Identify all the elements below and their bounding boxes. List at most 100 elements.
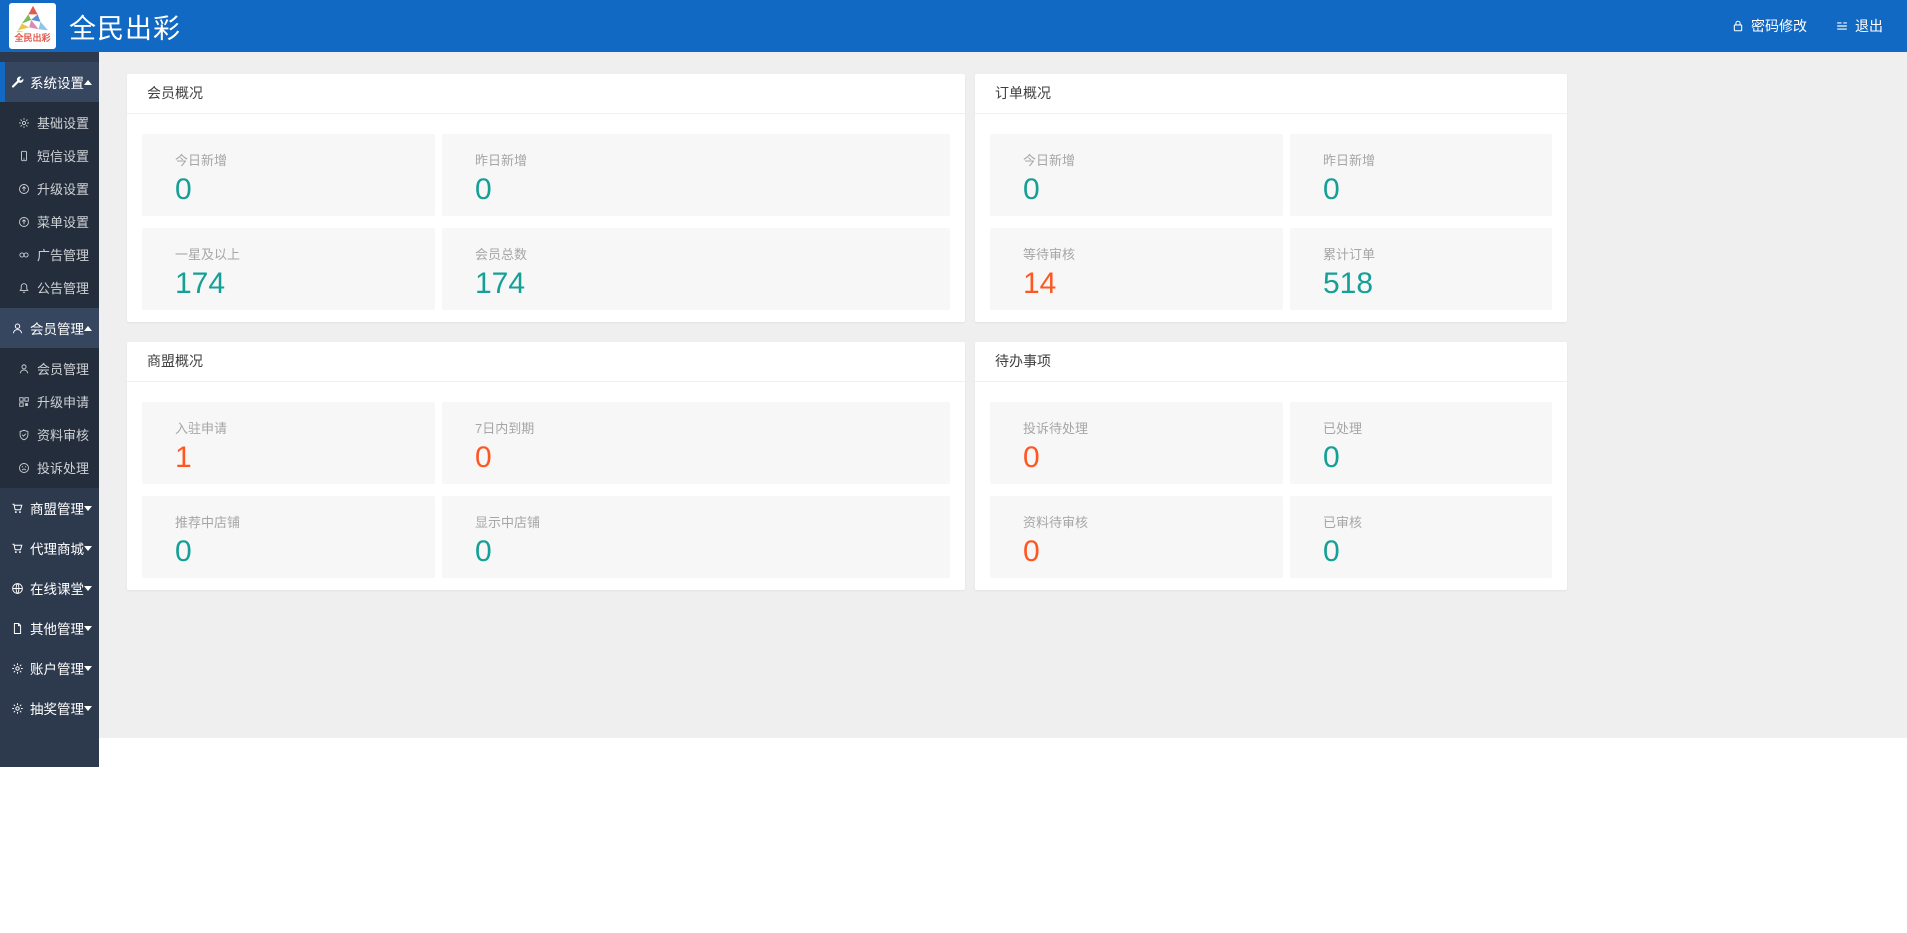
sidebar-item-menu-settings[interactable]: 菜单设置 (0, 205, 99, 238)
stat-label: 投诉待处理 (1023, 421, 1089, 436)
shield-check-icon (18, 429, 30, 441)
password-change-button[interactable]: 密码修改 (1731, 16, 1807, 36)
sidebar-item-label: 短信设置 (37, 149, 90, 164)
stat-orders-pending-review: 等待审核 14 (990, 228, 1283, 310)
stat-label: 入驻申请 (175, 421, 228, 436)
sidebar-group-label: 商盟管理 (30, 502, 84, 517)
sidebar-item-ad-management[interactable]: 广告管理 (0, 238, 99, 271)
card-title: 待办事项 (975, 342, 1567, 382)
stat-total-members: 会员总数 174 (442, 228, 950, 310)
alliance-overview-card: 商盟概况 入驻申请 1 7日内到期 0 推荐中店铺 0 显示中店铺 0 (127, 342, 965, 590)
sad-face-icon (18, 462, 30, 474)
stat-recommended-shops: 推荐中店铺 0 (142, 496, 435, 578)
stat-complaints-pending: 投诉待处理 0 (990, 402, 1283, 484)
caret-down-icon (84, 545, 92, 551)
sidebar-group-other-management[interactable]: 其他管理 (0, 608, 99, 648)
sidebar-submenu: 会员管理升级申请资料审核投诉处理 (0, 348, 99, 488)
sidebar-group-agent-mall[interactable]: 代理商城 (0, 528, 99, 568)
stat-label: 等待审核 (1023, 247, 1076, 262)
sidebar-item-complaint-handling[interactable]: 投诉处理 (0, 451, 99, 484)
stat-value: 0 (175, 535, 192, 568)
order-overview-card: 订单概况 今日新增 0 昨日新增 0 等待审核 14 累计订单 518 (975, 74, 1567, 322)
sidebar-group-system-settings[interactable]: 系统设置 (0, 62, 99, 102)
stat-value: 0 (1323, 173, 1340, 206)
stat-value: 0 (1023, 441, 1040, 474)
stat-label: 推荐中店铺 (175, 515, 241, 530)
globe-icon (11, 582, 24, 595)
sidebar-item-sms-settings[interactable]: 短信设置 (0, 139, 99, 172)
stat-value: 0 (175, 173, 192, 206)
logout-button[interactable]: 退出 (1835, 16, 1883, 36)
main-content: 会员概况 今日新增 0 昨日新增 0 一星及以上 174 会员总数 174 订单概况 今日新增 0 昨日… (99, 52, 1907, 738)
gear-icon (11, 662, 24, 675)
stat-value: 0 (1323, 441, 1340, 474)
stat-complaints-handled: 已处理 0 (1290, 402, 1552, 484)
card-body: 今日新增 0 昨日新增 0 等待审核 14 累计订单 518 (975, 114, 1567, 322)
bell-icon (18, 282, 30, 294)
password-change-label: 密码修改 (1751, 18, 1807, 34)
stat-expiring-in-7-days: 7日内到期 0 (442, 402, 950, 484)
stat-orders-new-yesterday: 昨日新增 0 (1290, 134, 1552, 216)
file-icon (11, 622, 24, 635)
gear-icon (18, 117, 30, 129)
stat-label: 一星及以上 (175, 247, 241, 262)
sidebar-item-label: 公告管理 (37, 281, 90, 296)
cart-icon (11, 502, 24, 515)
logo-text: 全民出彩 (14, 33, 51, 43)
sidebar-item-announcement-management[interactable]: 公告管理 (0, 271, 99, 304)
stat-label: 显示中店铺 (475, 515, 541, 530)
sidebar-item-profile-review[interactable]: 资料审核 (0, 418, 99, 451)
app-logo: 全民出彩 (9, 3, 56, 49)
stat-label: 昨日新增 (1323, 153, 1376, 168)
sidebar-item-basic-settings[interactable]: 基础设置 (0, 106, 99, 139)
sidebar-item-label: 广告管理 (37, 248, 90, 263)
member-overview-card: 会员概况 今日新增 0 昨日新增 0 一星及以上 174 会员总数 174 (127, 74, 965, 322)
sidebar-group-label: 账户管理 (30, 662, 84, 677)
stat-value: 14 (1023, 267, 1057, 300)
sidebar-item-label: 升级设置 (37, 182, 90, 197)
stat-value: 518 (1323, 267, 1374, 300)
lock-icon (1731, 19, 1745, 33)
stat-value: 0 (1023, 535, 1040, 568)
caret-down-icon (84, 705, 92, 711)
sidebar-item-upgrade-settings[interactable]: 升级设置 (0, 172, 99, 205)
caret-up-icon (84, 79, 92, 85)
stat-value: 0 (1023, 173, 1040, 206)
sidebar-item-member-management[interactable]: 会员管理 (0, 352, 99, 385)
stat-label: 会员总数 (475, 247, 528, 262)
sidebar: 系统设置 基础设置 短信设置 升级设置 菜单设置 广告管理 公告管理 会员管理 会员管理 升级申请… (0, 52, 99, 767)
sidebar-item-upgrade-application[interactable]: 升级申请 (0, 385, 99, 418)
stat-value: 0 (1323, 535, 1340, 568)
link-icon (18, 249, 30, 261)
sidebar-item-label: 会员管理 (37, 362, 90, 377)
sidebar-group-lottery-management[interactable]: 抽奖管理 (0, 688, 99, 728)
cards-grid: 会员概况 今日新增 0 昨日新增 0 一星及以上 174 会员总数 174 订单概况 今日新增 0 昨日… (127, 74, 1907, 590)
sidebar-group-label: 会员管理 (30, 322, 84, 337)
logout-icon (1835, 19, 1849, 33)
header-actions: 密码修改 退出 (1731, 16, 1883, 36)
sidebar-group-label: 在线课堂 (30, 582, 84, 597)
stat-profiles-reviewed: 已审核 0 (1290, 496, 1552, 578)
sidebar-nav: 系统设置 基础设置 短信设置 升级设置 菜单设置 广告管理 公告管理 会员管理 会员管理 升级申请… (0, 62, 99, 728)
sidebar-item-label: 资料审核 (37, 428, 90, 443)
sidebar-group-account-management[interactable]: 账户管理 (0, 648, 99, 688)
stat-label: 已审核 (1323, 515, 1363, 530)
stat-label: 今日新增 (175, 153, 228, 168)
stat-label: 资料待审核 (1023, 515, 1089, 530)
sidebar-submenu: 基础设置短信设置升级设置菜单设置广告管理公告管理 (0, 102, 99, 308)
card-title: 商盟概况 (127, 342, 965, 382)
caret-down-icon (84, 585, 92, 591)
card-body: 入驻申请 1 7日内到期 0 推荐中店铺 0 显示中店铺 0 (127, 382, 965, 590)
sidebar-group-alliance-management[interactable]: 商盟管理 (0, 488, 99, 528)
sidebar-group-member-management-group[interactable]: 会员管理 (0, 308, 99, 348)
stat-label: 昨日新增 (475, 153, 528, 168)
stat-total-orders: 累计订单 518 (1290, 228, 1552, 310)
stat-value: 0 (475, 173, 492, 206)
sidebar-group-online-classroom[interactable]: 在线课堂 (0, 568, 99, 608)
logout-label: 退出 (1855, 18, 1883, 34)
caret-down-icon (84, 665, 92, 671)
caret-down-icon (84, 625, 92, 631)
sidebar-item-label: 升级申请 (37, 395, 90, 410)
stat-members-new-yesterday: 昨日新增 0 (442, 134, 950, 216)
sidebar-group-label: 抽奖管理 (30, 702, 84, 717)
